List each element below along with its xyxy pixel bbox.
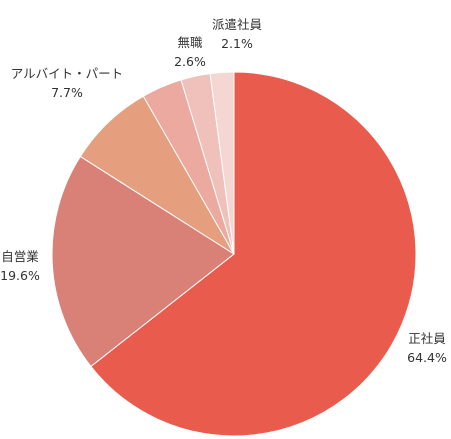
slice-value-label: 2.1% [221,36,253,51]
slice-value-label: 64.4% [407,350,447,365]
slice-label: 自営業 [1,249,39,264]
slice-value-label: 7.7% [51,85,83,100]
pie-slice [90,71,417,437]
pie-slice [51,155,235,368]
slice-value-label: 19.6% [0,268,40,283]
slice-label: 正社員 [408,331,446,346]
pie-slices [51,71,417,437]
slice-label: アルバイト・パート [11,66,123,81]
slice-value-label: 2.6% [174,54,206,69]
slice-label: 無職 [177,35,203,50]
pie-labels: 正社員 64.4% 自営業 19.6% アルバイト・パート 7.7% 無職 2.6% 派遣社員 2… [0,17,447,365]
slice-label: 派遣社員 [212,17,263,32]
pie-slice [209,71,235,255]
